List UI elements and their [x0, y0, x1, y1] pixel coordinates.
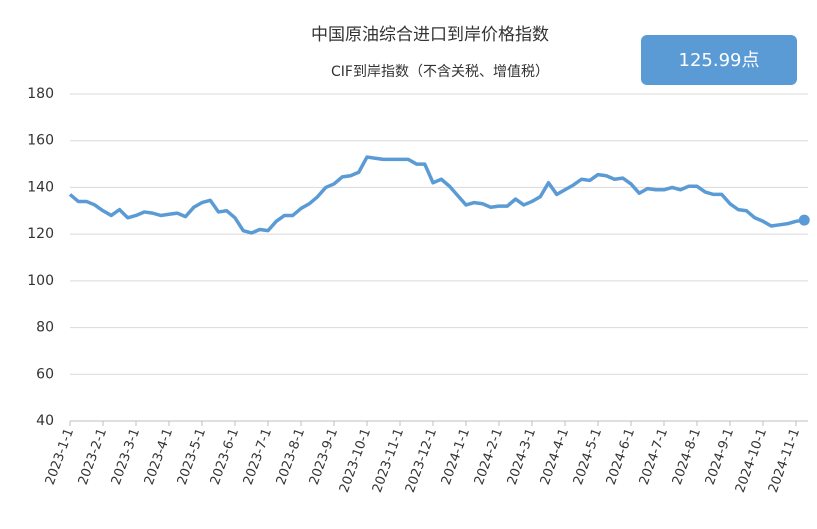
- x-tick-label: 2023-1-1: [43, 426, 77, 487]
- x-tick-label: 2024-6-1: [604, 426, 638, 487]
- x-tick-label: 2024-11-1: [766, 426, 803, 494]
- x-tick-label: 2023-11-1: [370, 426, 407, 494]
- x-tick-label: 2023-12-1: [403, 426, 440, 494]
- x-tick-label: 2023-5-1: [175, 426, 209, 487]
- x-tick-label: 2023-2-1: [76, 426, 110, 487]
- x-tick-label: 2023-4-1: [142, 426, 176, 487]
- value-box: [641, 35, 797, 85]
- end-point: [798, 214, 810, 226]
- x-tick-label: 2024-7-1: [637, 426, 671, 487]
- x-tick-label: 2024-9-1: [703, 426, 737, 487]
- y-tick-label: 80: [36, 320, 54, 336]
- x-tick-label: 2024-5-1: [571, 426, 605, 487]
- value-box-label: 125.99点: [679, 50, 760, 71]
- y-tick-label: 180: [27, 86, 54, 102]
- x-tick-label: 2024-2-1: [472, 426, 506, 487]
- chart-title: 中国原油综合进口到岸价格指数: [311, 25, 549, 45]
- x-tick-label: 2023-10-1: [337, 426, 374, 494]
- x-tick-label: 2023-3-1: [109, 426, 143, 487]
- y-tick-label: 40: [36, 413, 54, 429]
- y-tick-label: 160: [27, 133, 54, 149]
- x-tick-label: 2024-3-1: [505, 426, 539, 487]
- x-tick-label: 2024-4-1: [538, 426, 572, 487]
- x-tick-label: 2024-10-1: [733, 426, 770, 494]
- x-tick-label: 2023-8-1: [274, 426, 308, 487]
- series-line: [68, 155, 805, 235]
- x-tick-label: 2023-7-1: [241, 426, 275, 487]
- y-tick-label: 60: [36, 366, 54, 382]
- x-tick-label: 2024-8-1: [670, 426, 704, 487]
- x-tick-label: 2023-6-1: [208, 426, 242, 487]
- y-tick-label: 140: [27, 179, 54, 195]
- y-tick-label: 100: [27, 273, 54, 289]
- chart-subtitle: CIF到岸指数（不含关税、增值税）: [331, 64, 549, 80]
- x-tick-label: 2023-9-1: [307, 426, 341, 487]
- y-tick-label: 120: [27, 226, 54, 242]
- x-tick-label: 2024-1-1: [439, 426, 473, 487]
